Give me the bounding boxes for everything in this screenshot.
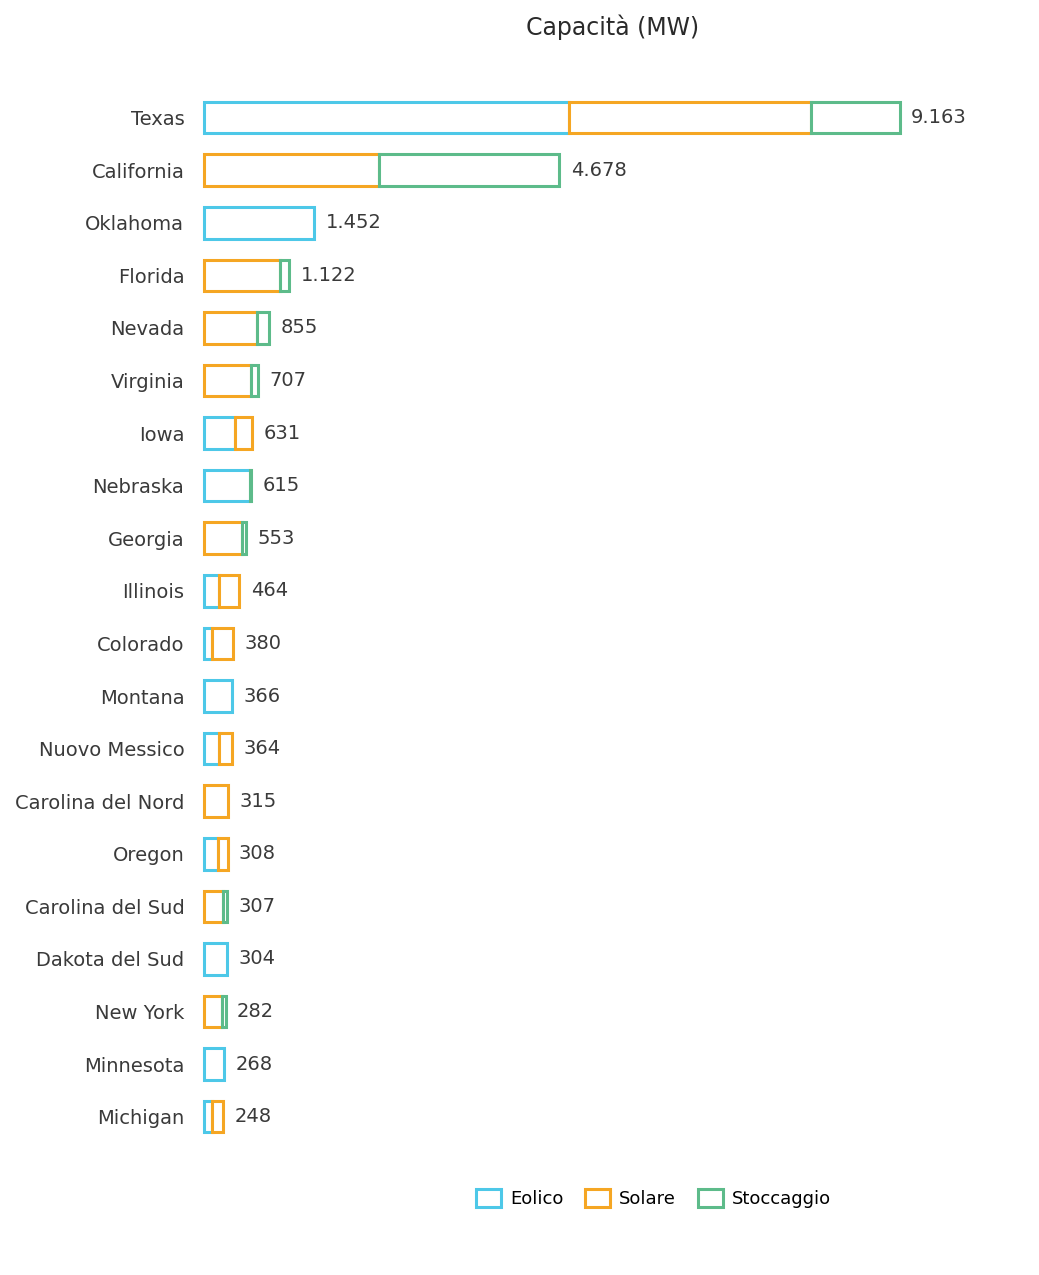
Bar <box>213 1100 223 1132</box>
Bar <box>811 102 900 134</box>
Bar <box>204 312 258 344</box>
Bar <box>235 417 252 449</box>
Bar <box>204 102 568 134</box>
Bar <box>204 681 232 711</box>
Bar <box>379 154 559 186</box>
Text: 464: 464 <box>250 581 288 601</box>
Text: 615: 615 <box>262 476 299 495</box>
Bar <box>218 838 228 870</box>
Bar <box>204 838 218 870</box>
Bar <box>249 470 250 501</box>
Text: 1.122: 1.122 <box>300 265 356 284</box>
Bar <box>219 575 239 607</box>
Text: 1.452: 1.452 <box>326 213 381 232</box>
Text: 282: 282 <box>237 1002 274 1021</box>
Text: 308: 308 <box>239 844 276 863</box>
Text: 4.678: 4.678 <box>570 161 627 180</box>
Bar <box>204 207 315 238</box>
Bar <box>204 785 228 817</box>
Text: 553: 553 <box>258 529 295 548</box>
Bar <box>204 890 223 922</box>
Bar <box>204 470 249 501</box>
Text: 304: 304 <box>239 950 275 969</box>
Text: 315: 315 <box>239 792 276 811</box>
Bar <box>258 312 269 344</box>
Bar <box>212 627 233 659</box>
Text: 9.163: 9.163 <box>911 108 967 128</box>
Bar <box>204 260 281 291</box>
Bar <box>204 996 222 1028</box>
Bar <box>222 996 225 1028</box>
Bar <box>281 260 289 291</box>
Text: 707: 707 <box>269 371 307 390</box>
Text: 631: 631 <box>264 423 300 442</box>
Text: 366: 366 <box>243 686 281 705</box>
Bar <box>204 944 228 974</box>
Legend: Eolico, Solare, Stoccaggio: Eolico, Solare, Stoccaggio <box>469 1182 838 1215</box>
Text: 364: 364 <box>243 740 281 759</box>
Bar <box>242 523 246 555</box>
Text: 268: 268 <box>236 1054 273 1074</box>
Bar <box>204 1100 213 1132</box>
Bar <box>204 523 242 555</box>
Bar <box>204 417 235 449</box>
Bar <box>204 1048 224 1080</box>
Bar <box>204 627 212 659</box>
Bar <box>223 890 228 922</box>
Bar <box>204 154 379 186</box>
Bar <box>204 575 219 607</box>
Bar <box>204 733 219 765</box>
Bar <box>568 102 811 134</box>
Bar <box>251 365 258 397</box>
Bar <box>204 365 251 397</box>
Text: 248: 248 <box>235 1107 271 1126</box>
Text: 307: 307 <box>239 896 275 915</box>
Text: 855: 855 <box>281 319 318 338</box>
Bar <box>219 733 232 765</box>
Title: Capacità (MW): Capacità (MW) <box>526 15 699 41</box>
Text: 380: 380 <box>244 634 282 653</box>
